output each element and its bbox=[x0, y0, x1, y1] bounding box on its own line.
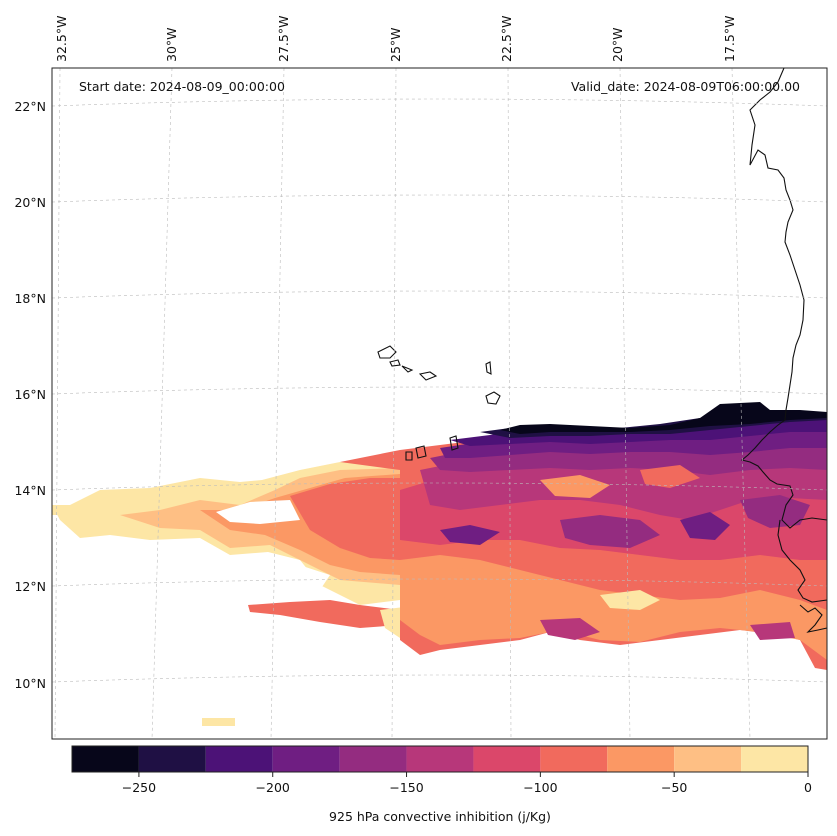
guinea-coast bbox=[799, 604, 828, 633]
colorbar-segment bbox=[741, 746, 808, 772]
meridian-27-5 bbox=[270, 67, 285, 740]
colorbar-segment bbox=[205, 746, 273, 772]
lat-label: 12°N bbox=[14, 579, 46, 594]
parallel-16 bbox=[51, 386, 828, 395]
parallel-18 bbox=[51, 290, 828, 299]
lon-labels: 32.5°W 30°W 27.5°W 25°W 22.5°W 20°W 17.5… bbox=[54, 16, 737, 62]
lon-label: 25°W bbox=[388, 27, 403, 62]
colorbar-label: 925 hPa convective inhibition (j/Kg) bbox=[329, 809, 551, 824]
lat-labels: 22°N 20°N 18°N 16°N 14°N 12°N 10°N bbox=[14, 99, 46, 691]
cin-patch-crimson-south-2 bbox=[750, 622, 795, 640]
valid-date-label: Valid_date: 2024-08-09T06:00:00.00 bbox=[571, 79, 800, 94]
cin-band-coral-west bbox=[290, 478, 400, 560]
start-date-label: Start date: 2024-08-09_00:00:00 bbox=[79, 79, 285, 94]
parallel-14 bbox=[51, 482, 828, 491]
lon-label: 22.5°W bbox=[499, 16, 514, 62]
colorbar-tick-label: −100 bbox=[523, 780, 557, 795]
lon-label: 32.5°W bbox=[54, 16, 69, 62]
coastline bbox=[377, 67, 828, 633]
parallel-12 bbox=[51, 578, 828, 587]
cape-verde-brava bbox=[415, 445, 427, 459]
colorbar-tick-label: −200 bbox=[256, 780, 290, 795]
lon-label: 20°W bbox=[610, 27, 625, 62]
lat-label: 22°N bbox=[14, 99, 46, 114]
colorbar-segment bbox=[406, 746, 474, 772]
cin-gap-west-1 bbox=[216, 500, 300, 524]
graticule bbox=[51, 67, 828, 740]
colorbar-segment bbox=[540, 746, 608, 772]
cin-patch-violet-1 bbox=[440, 525, 500, 545]
colorbar-segment bbox=[138, 746, 206, 772]
cin-cell-west-edge bbox=[52, 505, 66, 515]
colorbar-segment bbox=[339, 746, 407, 772]
cin-patch-coral-1 bbox=[640, 465, 700, 488]
cape-verde-boa-vista bbox=[485, 391, 501, 405]
colorbar-tick-label: −150 bbox=[389, 780, 423, 795]
cin-filled-contours bbox=[52, 402, 827, 726]
cin-patch-crimson-south bbox=[540, 618, 600, 640]
colorbar-segment bbox=[272, 746, 340, 772]
cin-gap-west-2 bbox=[150, 545, 330, 590]
africa-coast bbox=[740, 67, 828, 529]
map-frame bbox=[51, 67, 828, 740]
cape-verde-santo-antao bbox=[377, 345, 397, 359]
cape-verde-santiago bbox=[449, 435, 459, 451]
meridian-32-5 bbox=[54, 67, 61, 740]
colorbar-segment bbox=[607, 746, 675, 772]
colorbar-segment bbox=[473, 746, 541, 772]
meridian-25 bbox=[391, 67, 397, 740]
gambia-coast bbox=[777, 519, 828, 603]
lat-label: 14°N bbox=[14, 483, 46, 498]
colorbar-tick-label: −50 bbox=[661, 780, 687, 795]
cape-verde-sao-nicolau bbox=[401, 365, 414, 373]
parallel-20 bbox=[51, 194, 828, 203]
colorbar-ticks: −250 −200 −150 −100 −50 0 bbox=[122, 772, 812, 795]
lat-label: 18°N bbox=[14, 291, 46, 306]
colorbar-segment bbox=[674, 746, 742, 772]
lat-label: 16°N bbox=[14, 387, 46, 402]
colorbar-tick-label: 0 bbox=[804, 780, 812, 795]
parallel-22 bbox=[51, 98, 828, 107]
cin-band-east-black bbox=[500, 402, 827, 434]
cin-patch-orange-2 bbox=[540, 475, 610, 498]
meridian-30 bbox=[151, 67, 173, 740]
colorbar bbox=[72, 746, 808, 772]
lon-label: 30°W bbox=[164, 27, 179, 62]
cin-patch-magenta-2 bbox=[740, 495, 810, 528]
cin-band-south-arm bbox=[248, 600, 400, 628]
meridian-22-5 bbox=[507, 67, 512, 740]
cape-verde-sao-vicente bbox=[389, 359, 401, 367]
meridian-20 bbox=[619, 67, 631, 740]
meridian-17-5 bbox=[731, 67, 751, 740]
lon-label: 27.5°W bbox=[276, 16, 291, 62]
colorbar-tick-label: −250 bbox=[122, 780, 156, 795]
lat-label: 10°N bbox=[14, 676, 46, 691]
lon-label: 17.5°W bbox=[722, 16, 737, 62]
cin-patch-orange-1 bbox=[420, 568, 520, 605]
colorbar-segment bbox=[72, 746, 139, 772]
cape-verde-maio bbox=[418, 371, 438, 381]
cape-verde-fogo bbox=[405, 451, 413, 461]
parallel-10 bbox=[51, 674, 828, 683]
cin-patch-magenta-1 bbox=[560, 515, 660, 548]
cin-band-east-light bbox=[600, 590, 660, 610]
cin-cell-south bbox=[202, 718, 235, 726]
cin-patch-violet-2 bbox=[680, 512, 730, 540]
cape-verde-sal bbox=[485, 361, 492, 375]
colorbar-frame bbox=[71, 745, 809, 773]
lat-label: 20°N bbox=[14, 195, 46, 210]
